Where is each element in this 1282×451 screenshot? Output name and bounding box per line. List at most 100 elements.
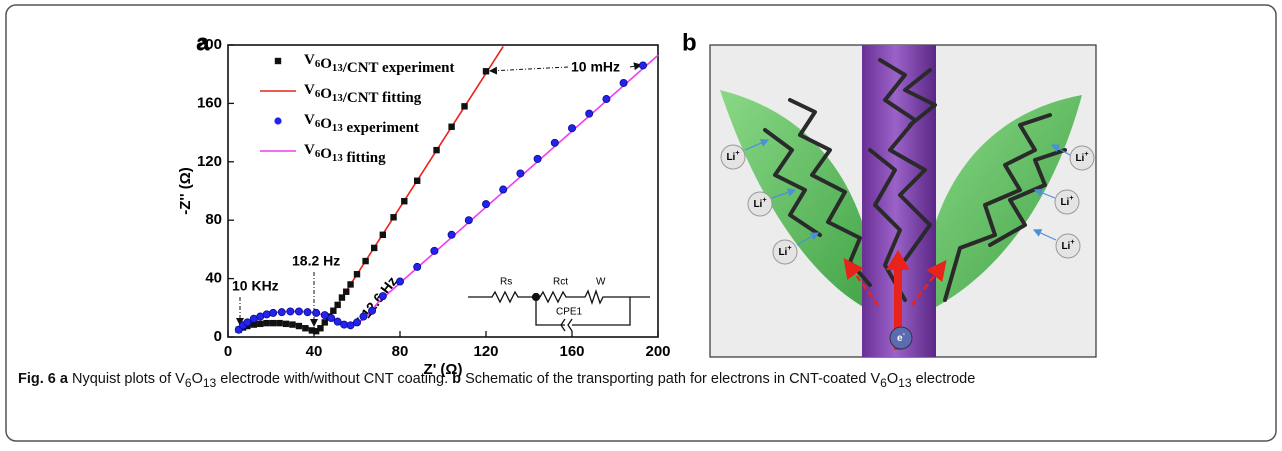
y-tick-label: 0	[214, 328, 222, 345]
y-tick-label: 120	[197, 153, 222, 170]
data-point	[482, 68, 490, 75]
data-point	[295, 322, 303, 330]
data-point	[269, 308, 278, 317]
data-point	[638, 61, 647, 70]
data-point	[257, 320, 264, 328]
panel-label: b	[682, 29, 697, 56]
x-tick-label: 120	[473, 343, 498, 360]
data-point	[395, 277, 404, 286]
schematic	[709, 44, 1097, 358]
electron-label: e-	[897, 329, 906, 344]
data-point	[347, 281, 354, 288]
ion-label: Li+	[1075, 149, 1088, 164]
data-point	[343, 288, 350, 295]
caption: Fig. 6 a Nyquist plots of V6O13 electrod…	[18, 368, 1048, 394]
caption-label: a	[59, 371, 68, 387]
caption-text: Nyquist plots of V6O13 electrode with/wi…	[72, 371, 449, 390]
data-point	[338, 294, 346, 301]
data-point	[321, 319, 328, 326]
data-point	[346, 321, 355, 330]
data-point	[568, 124, 577, 133]
data-point	[433, 146, 440, 154]
data-point	[262, 310, 271, 319]
annotation: 10 KHz	[232, 278, 279, 294]
y-axis-label: -Z'' (Ω)	[177, 167, 194, 214]
data-point	[464, 216, 473, 225]
data-point	[294, 307, 303, 316]
x-tick-label: 80	[392, 343, 409, 360]
data-point	[619, 78, 628, 87]
data-point	[312, 327, 320, 335]
circuit-label: CPE1	[556, 307, 583, 318]
data-point	[327, 314, 336, 323]
annotation: 18.2 Hz	[292, 253, 340, 269]
annotation: 10 mHz	[571, 59, 620, 75]
data-point	[312, 308, 321, 317]
data-point	[330, 307, 337, 314]
data-point	[320, 311, 329, 320]
y-tick-label: 160	[197, 94, 222, 111]
legend-label: V6O13 experiment	[304, 112, 419, 136]
data-point	[303, 308, 312, 317]
data-point	[413, 262, 422, 271]
data-point	[585, 109, 594, 118]
plot-frame	[227, 44, 659, 338]
fit-line	[238, 54, 659, 331]
data-point	[302, 325, 309, 332]
ion-label: Li+	[778, 243, 791, 258]
data-point	[276, 319, 283, 327]
ion-label: Li+	[1060, 193, 1073, 208]
data-point	[447, 230, 456, 239]
data-point	[368, 306, 377, 315]
panel-label: a	[196, 29, 210, 56]
data-point	[333, 317, 342, 326]
legend-label: V6O13/CNT experiment	[304, 52, 455, 76]
ion-label: Li+	[726, 148, 739, 163]
data-point	[289, 321, 296, 328]
data-point	[352, 318, 361, 327]
data-point	[401, 198, 408, 205]
data-point	[533, 154, 542, 163]
data-point	[414, 177, 421, 184]
caption-text: Schematic of the transporting path for e…	[465, 371, 976, 390]
data-point	[250, 321, 257, 328]
legend-label: V6O13 fitting	[304, 142, 386, 166]
data-point	[359, 312, 368, 321]
data-point	[499, 185, 508, 194]
data-point	[362, 257, 369, 265]
data-point	[378, 292, 387, 301]
caption-label: b	[452, 371, 462, 387]
data-point	[269, 319, 277, 327]
data-point	[390, 214, 397, 221]
data-point	[317, 325, 324, 332]
x-tick-label: 0	[224, 343, 232, 360]
data-point	[308, 327, 316, 334]
data-point	[550, 138, 559, 147]
caption-figure: Fig. 6	[18, 371, 56, 387]
data-point	[353, 271, 361, 278]
data-point	[602, 95, 611, 104]
data-point	[334, 301, 341, 309]
data-point	[461, 103, 468, 110]
ion-label: Li+	[1061, 237, 1074, 252]
circuit-label: Rs	[500, 277, 512, 288]
y-tick-label: 40	[205, 270, 222, 287]
legend-swatch	[274, 57, 282, 65]
y-tick-label: 200	[197, 36, 222, 53]
circuit-label: Rct	[553, 277, 568, 288]
circuit-inset	[468, 288, 650, 332]
x-tick-label: 200	[645, 343, 670, 360]
x-axis-label: Z' (Ω)	[424, 361, 463, 378]
data-point	[516, 169, 525, 178]
ion-label: Li+	[753, 195, 766, 210]
data-point	[263, 319, 270, 327]
data-point	[430, 246, 439, 255]
data-point	[371, 244, 378, 252]
data-point	[243, 318, 252, 327]
y-tick-label: 80	[205, 211, 222, 228]
data-point	[448, 123, 455, 130]
data-point	[282, 320, 290, 328]
